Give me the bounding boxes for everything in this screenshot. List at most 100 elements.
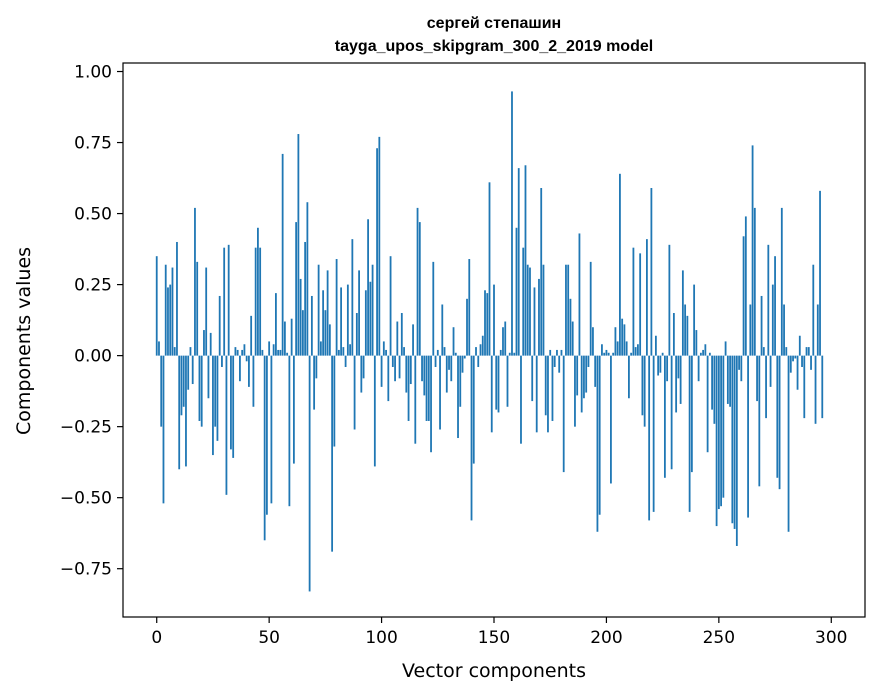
bar-component-26 xyxy=(214,355,217,427)
y-tick-label: 0.00 xyxy=(74,347,112,367)
bar-component-243 xyxy=(702,349,705,356)
bar-component-185 xyxy=(571,321,574,356)
bar-component-123 xyxy=(432,261,435,356)
bar-component-291 xyxy=(810,355,812,370)
bar-component-181 xyxy=(562,355,565,473)
bar-component-295 xyxy=(819,190,821,356)
bar-component-6 xyxy=(169,284,172,356)
bar-component-267 xyxy=(756,355,758,402)
bar-component-265 xyxy=(751,145,754,356)
bar-component-166 xyxy=(529,267,531,356)
bar-component-106 xyxy=(394,355,396,382)
bar-component-59 xyxy=(288,355,291,507)
bar-component-115 xyxy=(414,355,417,444)
bar-component-89 xyxy=(355,313,358,356)
bar-component-67 xyxy=(306,202,309,356)
bar-component-238 xyxy=(690,355,693,473)
bar-component-245 xyxy=(706,355,709,453)
bar-component-268 xyxy=(758,355,761,487)
x-tick-label: 0 xyxy=(151,628,162,648)
bar-component-172 xyxy=(542,264,545,356)
bar-component-236 xyxy=(686,315,689,356)
bar-component-262 xyxy=(744,216,747,356)
bar-component-93 xyxy=(364,290,367,356)
bar-component-277 xyxy=(778,355,781,490)
bar-component-294 xyxy=(816,304,819,356)
bar-component-202 xyxy=(610,355,612,484)
y-tick-label: 1.00 xyxy=(74,63,112,83)
bar-component-76 xyxy=(326,270,329,356)
bar-component-75 xyxy=(324,310,327,356)
bar-component-16 xyxy=(191,355,194,385)
bar-component-296 xyxy=(821,355,824,419)
bar-component-84 xyxy=(344,355,347,367)
bar-component-50 xyxy=(268,341,271,356)
bar-component-55 xyxy=(279,349,282,356)
bar-component-180 xyxy=(560,349,563,356)
bar-component-287 xyxy=(801,355,803,367)
bar-component-256 xyxy=(731,355,734,524)
bar-component-101 xyxy=(382,341,385,356)
bar-component-288 xyxy=(803,355,806,419)
x-axis-label: Vector components xyxy=(402,660,586,682)
bar-component-117 xyxy=(418,222,421,356)
bar-component-48 xyxy=(263,355,266,541)
bar-component-272 xyxy=(767,244,770,356)
bar-component-44 xyxy=(254,247,257,356)
bar-component-290 xyxy=(807,347,810,356)
bar-component-191 xyxy=(585,355,588,393)
bar-component-28 xyxy=(218,295,221,356)
bar-component-63 xyxy=(297,134,300,356)
bar-component-282 xyxy=(789,355,792,373)
bar-component-165 xyxy=(526,264,529,356)
bar-component-1 xyxy=(158,341,160,356)
bar-component-25 xyxy=(212,355,214,456)
bar-component-110 xyxy=(403,347,405,356)
bar-component-212 xyxy=(632,247,635,356)
bar-component-46 xyxy=(259,247,262,356)
bar-component-208 xyxy=(623,324,626,356)
bar-component-179 xyxy=(558,355,561,373)
bar-component-240 xyxy=(695,330,698,356)
bar-component-232 xyxy=(677,355,680,379)
bar-component-133 xyxy=(454,352,457,356)
bar-component-259 xyxy=(738,355,740,370)
bar-component-122 xyxy=(430,355,432,453)
bar-component-215 xyxy=(639,253,642,356)
bar-component-99 xyxy=(378,136,381,356)
bar-component-54 xyxy=(277,349,280,356)
bar-component-158 xyxy=(511,91,513,356)
bar-component-258 xyxy=(735,355,738,546)
bar-component-174 xyxy=(547,355,549,433)
bar-component-126 xyxy=(439,355,441,430)
bar-component-201 xyxy=(607,352,610,356)
bar-component-205 xyxy=(616,341,619,356)
bar-component-242 xyxy=(699,352,702,356)
bar-component-78 xyxy=(331,355,334,552)
bar-component-283 xyxy=(792,355,794,362)
bar-component-13 xyxy=(185,355,187,467)
bar-component-254 xyxy=(726,355,729,404)
bar-component-0 xyxy=(155,256,158,356)
bar-component-176 xyxy=(551,355,554,421)
bar-component-95 xyxy=(369,281,372,356)
bar-component-105 xyxy=(391,355,394,367)
bar-component-252 xyxy=(722,355,725,498)
x-axis: 0 50 100 150 200 250 300 xyxy=(151,617,847,648)
bar-component-112 xyxy=(407,355,410,421)
bar-component-207 xyxy=(621,318,624,356)
bar-component-214 xyxy=(637,344,639,356)
bar-component-12 xyxy=(182,355,185,407)
bar-component-224 xyxy=(659,355,662,373)
bar-component-68 xyxy=(308,355,311,592)
bar-component-21 xyxy=(203,330,205,356)
bar-component-40 xyxy=(245,355,248,362)
bar-component-255 xyxy=(729,355,731,407)
bar-component-8 xyxy=(173,347,176,356)
bar-component-246 xyxy=(708,352,711,356)
x-tick-label: 200 xyxy=(590,628,622,648)
bar-component-292 xyxy=(812,264,815,356)
bar-component-18 xyxy=(196,261,199,356)
bar-component-249 xyxy=(715,355,718,527)
bar-component-66 xyxy=(304,241,307,356)
